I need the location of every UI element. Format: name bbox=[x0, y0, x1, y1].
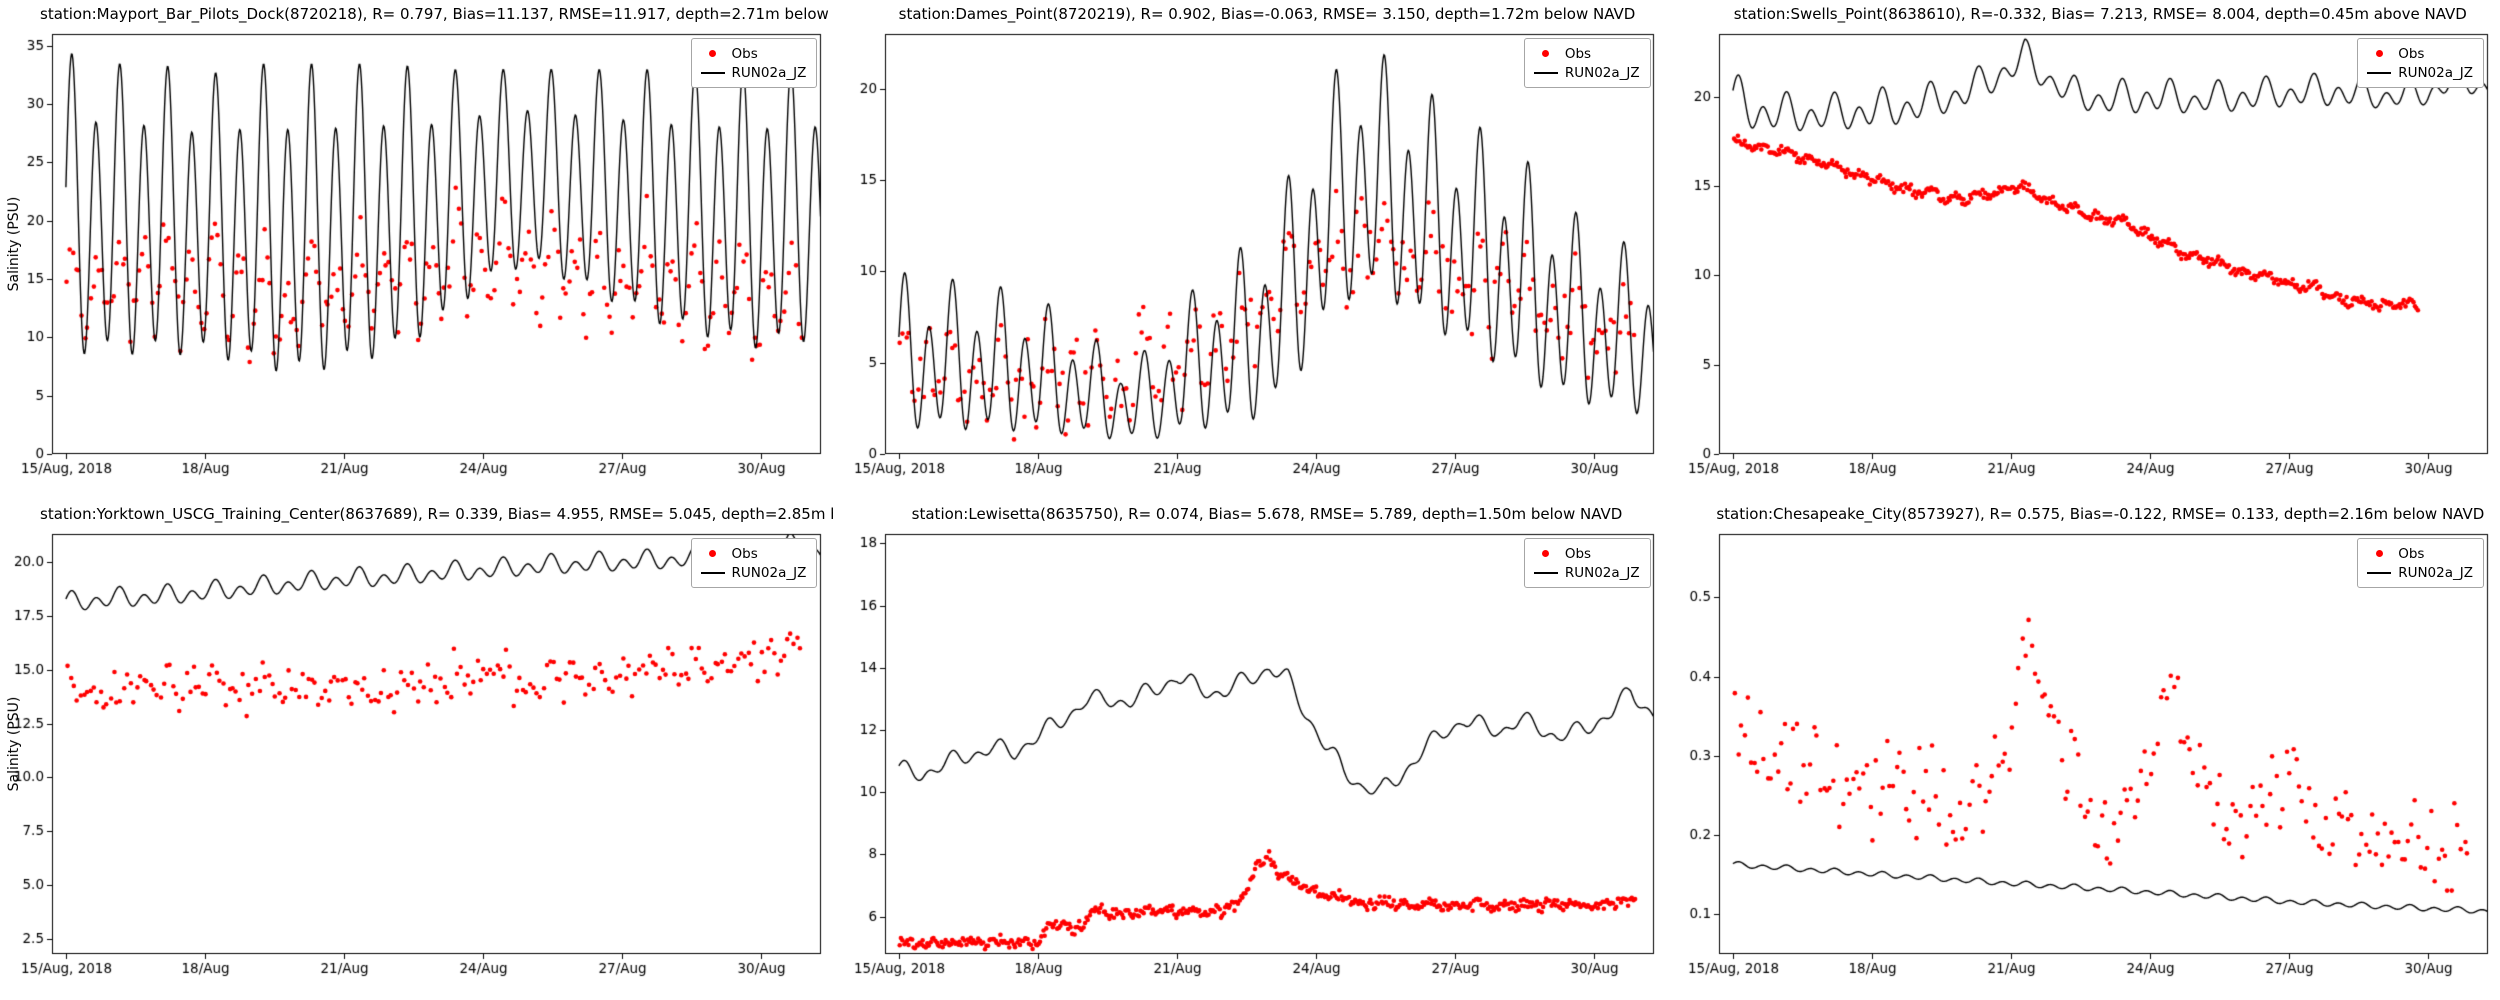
legend-box: Obs RUN02a_JZ bbox=[1523, 538, 1651, 588]
subplot-title: station:Yorktown_USCG_Training_Center(86… bbox=[40, 505, 833, 523]
subplot-chesapeake-city: station:Chesapeake_City(8573927), R= 0.5… bbox=[1666, 500, 2500, 1000]
model-line-icon bbox=[700, 71, 725, 74]
legend-obs-label: Obs bbox=[731, 45, 758, 62]
legend-model-label: RUN02a_JZ bbox=[1564, 64, 1640, 81]
subplot-dames-point: station:Dames_Point(8720219), R= 0.902, … bbox=[833, 0, 1667, 500]
subplot-title: station:Chesapeake_City(8573927), R= 0.5… bbox=[1716, 505, 2485, 523]
subplot-title: station:Dames_Point(8720219), R= 0.902, … bbox=[898, 5, 1636, 23]
model-line-icon bbox=[2367, 71, 2392, 74]
legend-model-row: RUN02a_JZ bbox=[1533, 563, 1640, 582]
obs-marker-icon bbox=[709, 50, 717, 57]
legend-obs-row: Obs bbox=[1534, 544, 1640, 563]
legend-obs-label: Obs bbox=[1564, 45, 1592, 62]
subplot-yorktown-uscg-training-center: station:Yorktown_USCG_Training_Center(86… bbox=[0, 500, 833, 1000]
subplot-mayport-bar-pilots-dock: station:Mayport_Bar_Pilots_Dock(8720218)… bbox=[0, 0, 833, 500]
legend-model-row: RUN02a_JZ bbox=[1533, 63, 1640, 82]
obs-marker-icon bbox=[2375, 50, 2383, 57]
legend-model-label: RUN02a_JZ bbox=[2398, 564, 2473, 581]
legend-box: Obs RUN02a_JZ bbox=[690, 538, 818, 588]
subplot-swells-point: station:Swells_Point(8638610), R=-0.332,… bbox=[1666, 0, 2500, 500]
model-line-icon bbox=[1533, 71, 1558, 74]
model-line-icon bbox=[700, 571, 725, 574]
legend-model-label: RUN02a_JZ bbox=[1564, 564, 1640, 581]
obs-marker-icon bbox=[2375, 550, 2383, 557]
legend-obs-label: Obs bbox=[1564, 545, 1592, 562]
legend-model-row: RUN02a_JZ bbox=[2367, 563, 2473, 582]
legend-model-row: RUN02a_JZ bbox=[700, 63, 807, 82]
legend-model-label: RUN02a_JZ bbox=[731, 64, 807, 81]
legend-box: Obs RUN02a_JZ bbox=[2357, 38, 2484, 88]
model-line-icon bbox=[2367, 571, 2392, 574]
legend-model-row: RUN02a_JZ bbox=[700, 563, 807, 582]
legend-obs-row: Obs bbox=[2367, 44, 2473, 63]
legend-obs-row: Obs bbox=[701, 544, 807, 563]
subplot-title: station:Mayport_Bar_Pilots_Dock(8720218)… bbox=[40, 5, 834, 23]
y-axis-label: Salinity (PSU) bbox=[6, 196, 22, 292]
obs-marker-icon bbox=[1542, 550, 1550, 557]
obs-marker-icon bbox=[709, 550, 717, 557]
legend-obs-label: Obs bbox=[731, 545, 758, 562]
legend-model-row: RUN02a_JZ bbox=[2367, 63, 2473, 82]
y-axis-label: Salinity (PSU) bbox=[6, 696, 22, 792]
legend-box: Obs RUN02a_JZ bbox=[1523, 38, 1651, 88]
legend-model-label: RUN02a_JZ bbox=[731, 564, 807, 581]
legend-obs-row: Obs bbox=[1534, 44, 1640, 63]
legend-obs-label: Obs bbox=[2398, 45, 2425, 62]
legend-obs-row: Obs bbox=[701, 44, 807, 63]
obs-marker-icon bbox=[1542, 50, 1550, 57]
legend-box: Obs RUN02a_JZ bbox=[2357, 538, 2484, 588]
legend-box: Obs RUN02a_JZ bbox=[690, 38, 818, 88]
subplot-title: station:Lewisetta(8635750), R= 0.074, Bi… bbox=[911, 505, 1623, 523]
legend-model-label: RUN02a_JZ bbox=[2398, 64, 2473, 81]
legend-obs-label: Obs bbox=[2398, 545, 2425, 562]
subplot-title: station:Swells_Point(8638610), R=-0.332,… bbox=[1733, 5, 2467, 23]
legend-obs-row: Obs bbox=[2367, 544, 2473, 563]
subplot-lewisetta: station:Lewisetta(8635750), R= 0.074, Bi… bbox=[833, 500, 1667, 1000]
model-line-icon bbox=[1533, 571, 1558, 574]
